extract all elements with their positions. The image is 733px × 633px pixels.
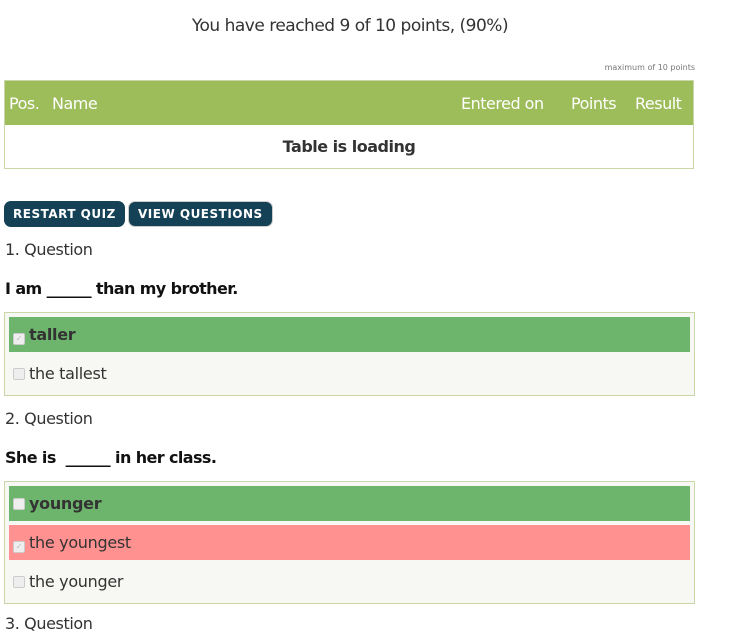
answer-option[interactable]: the tallest [9,356,690,391]
table-header: Pos. Name Entered on Points Result [5,81,693,125]
answer-list: ✓ taller the tallest [4,312,695,396]
answer-option[interactable]: ✓ the youngest [9,525,690,560]
col-result: Result [635,94,682,113]
answer-label: the tallest [29,364,107,383]
answer-label: the younger [29,572,124,591]
question-text: I am ______ than my brother. [5,279,238,298]
result-summary: You have reached 9 of 10 points, (90%) [191,16,509,36]
answer-label: younger [29,494,102,513]
answer-label: taller [29,325,76,344]
answer-label: the youngest [29,533,131,552]
leaderboard-table: Pos. Name Entered on Points Result Table… [4,80,694,169]
restart-quiz-button[interactable]: RESTART QUIZ [4,201,125,227]
col-points: Points [571,94,617,113]
checkbox-checked-icon[interactable]: ✓ [13,333,25,345]
view-questions-button[interactable]: VIEW QUESTIONS [128,201,273,227]
question-number: 3. Question [5,614,93,633]
table-loading: Table is loading [282,137,416,156]
checkbox-icon[interactable] [13,576,25,588]
question-number: 1. Question [5,240,93,259]
max-points-label: maximum of 10 points [604,63,695,72]
answer-list: younger ✓ the youngest the younger [4,481,695,604]
answer-option[interactable]: the younger [9,564,690,599]
col-name: Name [52,94,98,113]
answer-option[interactable]: ✓ taller [9,317,690,352]
col-pos: Pos. [9,94,40,113]
answer-option[interactable]: younger [9,486,690,521]
checkbox-icon[interactable] [13,368,25,380]
checkbox-icon[interactable] [13,498,25,510]
question-text: She is ______ in her class. [5,448,217,467]
checkbox-checked-icon[interactable]: ✓ [13,541,25,553]
question-number: 2. Question [5,409,93,428]
col-entered-on: Entered on [461,94,544,113]
